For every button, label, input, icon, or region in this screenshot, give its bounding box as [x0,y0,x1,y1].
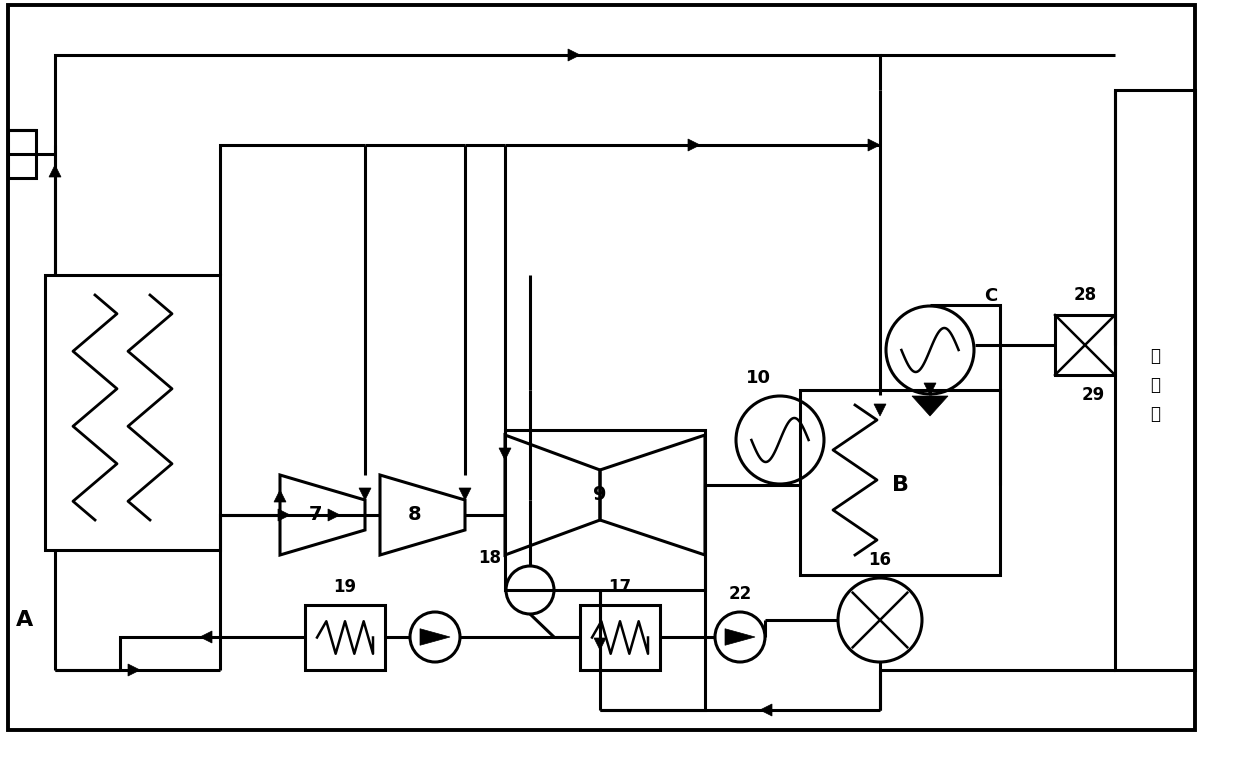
Polygon shape [329,509,340,521]
Polygon shape [498,448,511,460]
Text: 17: 17 [609,578,631,596]
Text: 10: 10 [745,369,770,387]
Text: 8: 8 [408,505,422,524]
Text: 9: 9 [593,486,606,505]
Polygon shape [911,396,949,416]
Polygon shape [868,139,880,151]
Bar [305,605,384,670]
Polygon shape [274,490,286,502]
Text: A: A [16,610,33,630]
Polygon shape [420,628,450,645]
Bar [505,430,706,590]
Polygon shape [360,488,371,500]
Polygon shape [459,488,471,500]
Bar [1055,315,1115,375]
Bar [7,130,36,178]
Text: 22: 22 [728,585,751,603]
Polygon shape [688,139,701,151]
Text: 29: 29 [1081,386,1105,404]
Text: 28: 28 [1074,286,1096,304]
Polygon shape [200,631,212,643]
Polygon shape [874,404,887,416]
Polygon shape [128,664,140,676]
Polygon shape [760,704,773,716]
Bar [45,275,219,550]
Text: 19: 19 [334,578,357,596]
Text: 7: 7 [309,505,321,524]
Text: 热
用
户: 热 用 户 [1149,347,1159,424]
Text: B: B [892,475,909,495]
Text: C: C [985,287,997,305]
Text: 16: 16 [868,551,892,569]
Bar [800,390,999,575]
Polygon shape [568,49,580,61]
Bar [580,605,660,670]
Bar [1115,90,1195,670]
Polygon shape [50,165,61,177]
Polygon shape [278,509,290,521]
Text: 18: 18 [479,549,501,567]
Polygon shape [594,638,606,650]
Polygon shape [725,628,755,645]
Polygon shape [924,383,936,395]
